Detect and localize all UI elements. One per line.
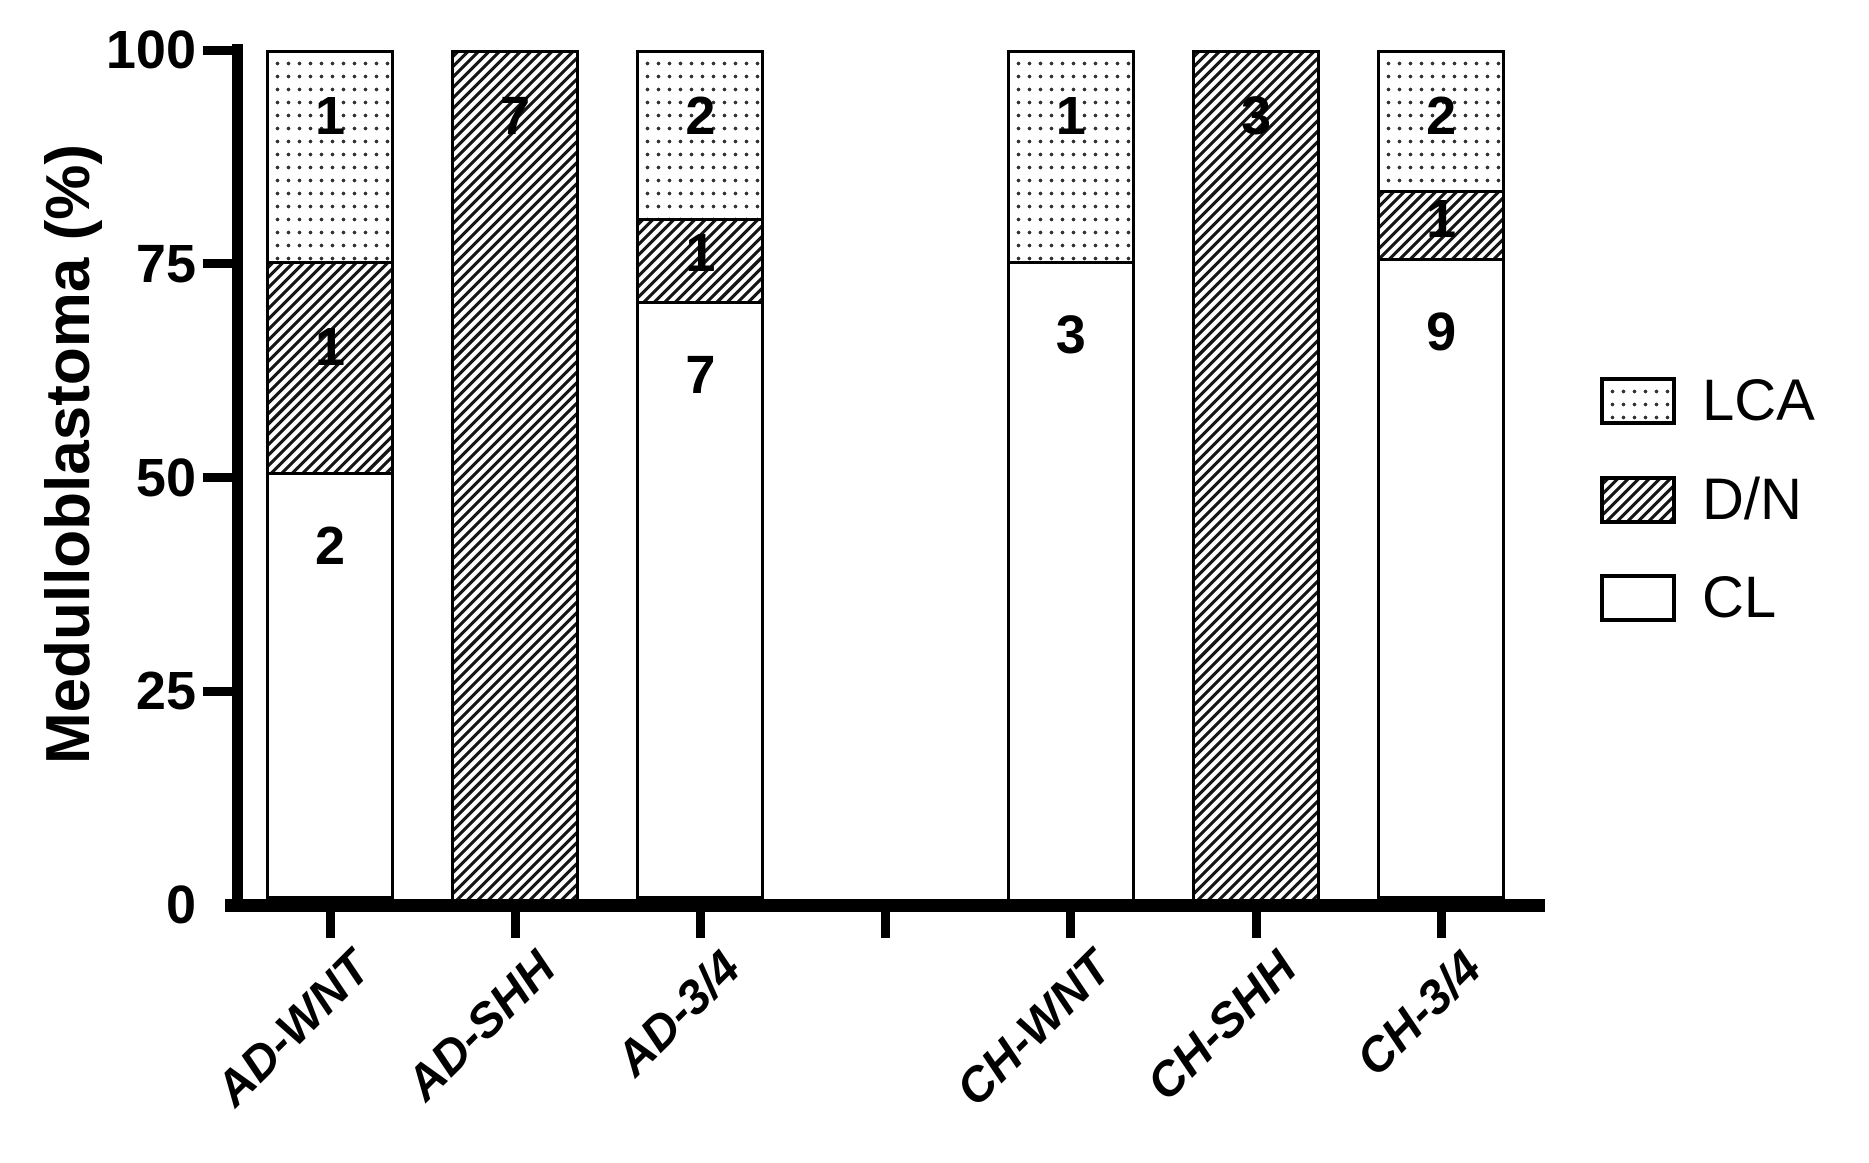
y-tick-label: 75 (135, 233, 196, 294)
legend-label: D/N (1702, 466, 1802, 532)
bar-segment-d-n: 1 (266, 260, 394, 475)
bar-segment-lca: 2 (636, 50, 765, 221)
bar-segment-cl: 7 (636, 300, 765, 899)
bar-segment-cl: 2 (266, 471, 394, 899)
bar-segment-d-n: 1 (636, 218, 765, 304)
legend-swatch-d-n (1600, 475, 1676, 524)
y-tick-label: 0 (165, 875, 196, 935)
legend-label: LCA (1702, 368, 1815, 433)
y-tick-label: 100 (105, 20, 196, 80)
bar-segment-d-n: 7 (451, 50, 580, 905)
bar-segment-cl: 3 (1006, 260, 1135, 902)
bar-segment-lca: 1 (1006, 50, 1135, 264)
segment-count-label: 1 (685, 222, 716, 283)
bar: 7 (451, 50, 580, 905)
bar-segment-lca: 2 (1377, 50, 1506, 193)
y-axis-line (232, 44, 243, 911)
x-tick (325, 911, 335, 938)
x-tick (695, 911, 705, 938)
segment-count-label: 1 (314, 86, 346, 146)
segment-count-label: 3 (1055, 304, 1086, 365)
legend-swatch-cl (1600, 574, 1676, 622)
bar-segment-lca: 1 (266, 50, 394, 264)
segment-count-label: 7 (685, 344, 716, 405)
segment-count-label: 2 (685, 86, 716, 146)
y-tick (203, 259, 234, 269)
segment-count-label: 2 (1426, 86, 1457, 146)
bar: 2 1 7 (636, 50, 765, 905)
legend-item-cl: CL (1600, 569, 1776, 627)
x-tick (1436, 911, 1446, 938)
bar-segment-d-n: 1 (1377, 188, 1506, 261)
segment-count-label: 2 (314, 515, 346, 576)
y-tick-label: 25 (135, 661, 196, 722)
bar: 1 1 2 (266, 50, 394, 905)
bar: 2 1 9 (1377, 50, 1506, 905)
y-tick-label: 50 (135, 447, 196, 508)
x-tick (1066, 911, 1076, 938)
segment-count-label: 1 (314, 316, 346, 377)
legend-swatch-lca (1600, 377, 1676, 425)
x-tick (1251, 911, 1261, 938)
x-category-label: CH-WNT (946, 941, 1122, 1117)
bar-segment-d-n: 3 (1192, 50, 1320, 905)
y-tick (203, 686, 234, 696)
x-tick (510, 911, 520, 938)
legend-item-d-n: D/N (1600, 466, 1802, 532)
bar: 3 (1192, 50, 1320, 905)
segment-count-label: 1 (1055, 86, 1086, 146)
legend-label: CL (1702, 565, 1777, 630)
y-tick (203, 473, 234, 482)
x-category-label: AD-WNT (205, 941, 381, 1117)
segment-count-label: 3 (1240, 86, 1272, 146)
segment-count-label: 1 (1426, 188, 1457, 249)
segment-count-label: 7 (500, 86, 531, 146)
legend-item-lca: LCA (1600, 372, 1815, 430)
bar-segment-cl: 9 (1377, 257, 1506, 899)
segment-count-label: 9 (1426, 301, 1457, 362)
x-axis-line (225, 899, 1545, 912)
x-tick (881, 911, 891, 938)
y-tick (203, 45, 234, 55)
